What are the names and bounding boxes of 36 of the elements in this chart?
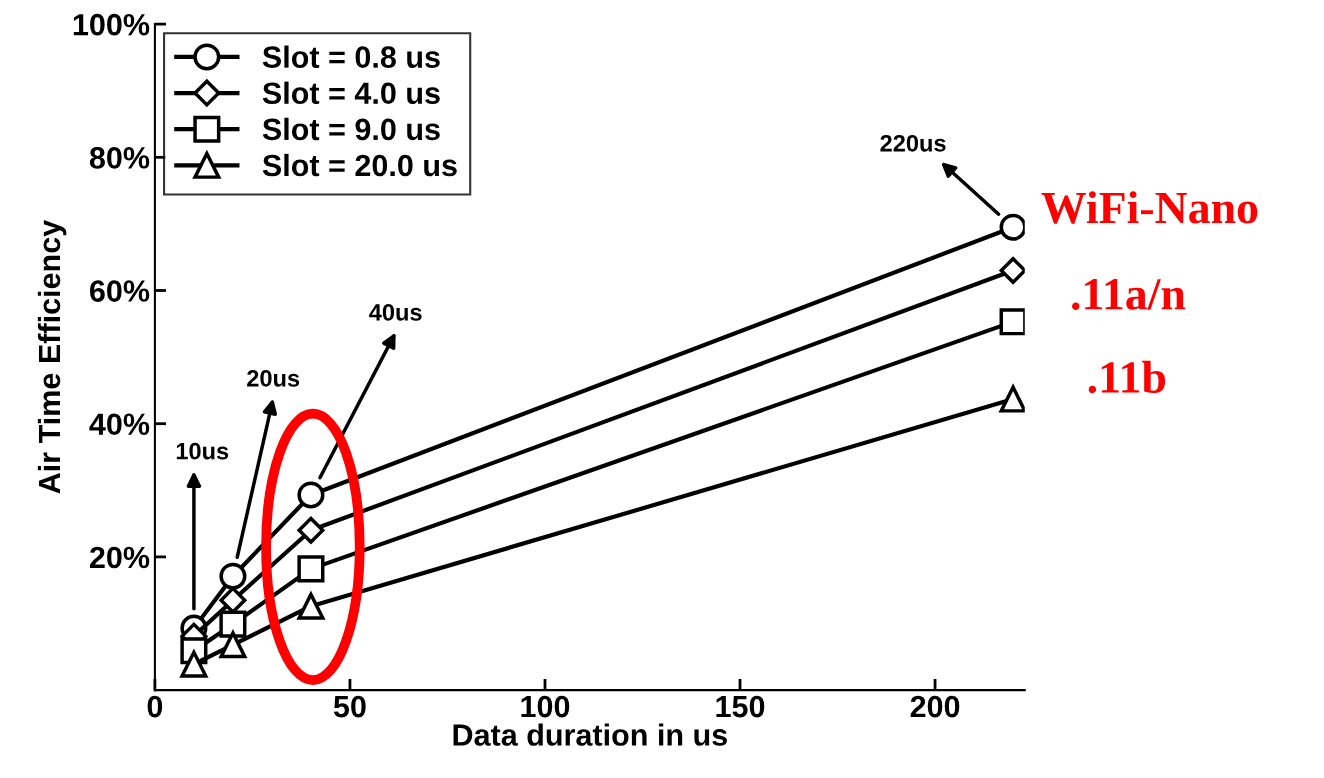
text: WiFi-Nano [1041, 191, 1258, 224]
x-tick-label: 100 [521, 695, 570, 718]
annotation: 220us [880, 134, 946, 152]
annotation: 10us [176, 442, 229, 460]
x-axis-title: Data duration in us [453, 723, 727, 746]
point [999, 308, 1025, 336]
x-tick-label: 150 [716, 695, 765, 718]
text: .11a/n [1072, 279, 1186, 310]
y-tick-label: 100% [73, 13, 150, 36]
annotation: 40us [369, 304, 422, 321]
y-tick-label: 80% [89, 147, 150, 169]
point [296, 590, 326, 620]
point [998, 383, 1025, 413]
point [999, 257, 1025, 285]
legend-label: Slot = 9.0 us [262, 117, 440, 141]
x-tick-label: 50 [333, 695, 366, 718]
annotation: 20us [247, 369, 300, 387]
text: .11b [1088, 360, 1166, 394]
point [219, 586, 247, 614]
point [297, 481, 325, 509]
legend-label: Slot = 0.8 us [262, 45, 440, 68]
point [179, 648, 209, 678]
x-tick-label: 200 [910, 695, 960, 718]
point [999, 213, 1025, 241]
x-tick-label: 0 [147, 695, 163, 718]
y-tick-label: 20% [89, 546, 150, 569]
point [219, 610, 247, 638]
point [297, 516, 325, 544]
y-tick-label: 40% [89, 413, 150, 436]
legend-label: Slot = 20.0 us [262, 153, 457, 177]
y-tick-label: 60% [90, 280, 150, 302]
legend-label: Slot = 4.0 us [262, 81, 440, 105]
point [219, 562, 247, 590]
y-axis-title: Air Time Efficiency [37, 219, 67, 494]
point [219, 631, 247, 659]
point [297, 555, 325, 583]
